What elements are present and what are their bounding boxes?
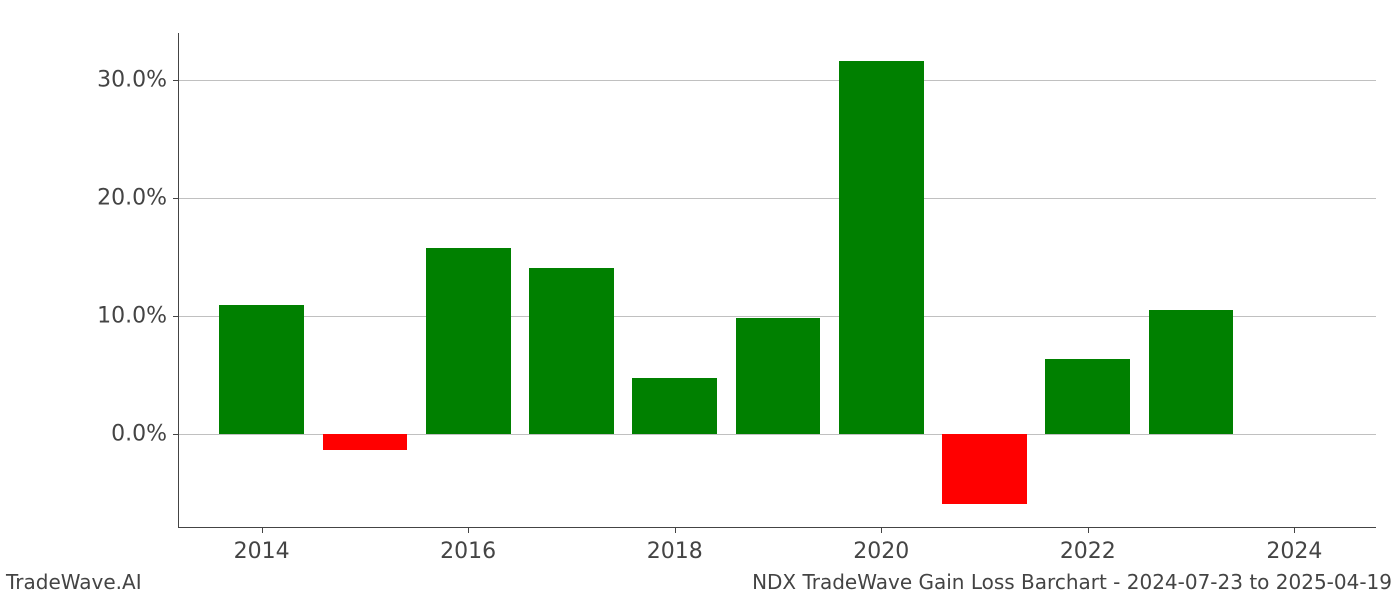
- y-tick-label: 0.0%: [111, 421, 179, 446]
- bar: [839, 61, 924, 433]
- y-tick-label: 10.0%: [97, 303, 179, 328]
- x-tick-label: 2020: [853, 527, 909, 564]
- bar: [736, 318, 821, 434]
- gain-loss-barchart: 0.0% 10.0% 20.0% 30.0% 2014 2016 2018 2020 2022 2…: [0, 0, 1400, 600]
- bar: [219, 305, 304, 433]
- y-tick-label: 20.0%: [97, 186, 179, 211]
- x-tick-label: 2018: [647, 527, 703, 564]
- x-tick-label: 2022: [1060, 527, 1116, 564]
- bar: [426, 248, 511, 434]
- bar: [632, 378, 717, 433]
- y-gridline: [179, 80, 1376, 81]
- x-tick-label: 2014: [234, 527, 290, 564]
- bar: [323, 434, 408, 451]
- footer-right-caption: NDX TradeWave Gain Loss Barchart - 2024-…: [752, 570, 1392, 594]
- bar: [1045, 359, 1130, 433]
- bar: [1149, 310, 1234, 434]
- x-tick-label: 2016: [440, 527, 496, 564]
- bar: [942, 434, 1027, 505]
- footer-left-brand: TradeWave.AI: [6, 570, 142, 594]
- x-tick-label: 2024: [1266, 527, 1322, 564]
- y-tick-label: 30.0%: [97, 68, 179, 93]
- bar: [529, 268, 614, 434]
- plot-area: 0.0%10.0%20.0%30.0%201420162018202020222…: [178, 33, 1376, 528]
- y-gridline: [179, 198, 1376, 199]
